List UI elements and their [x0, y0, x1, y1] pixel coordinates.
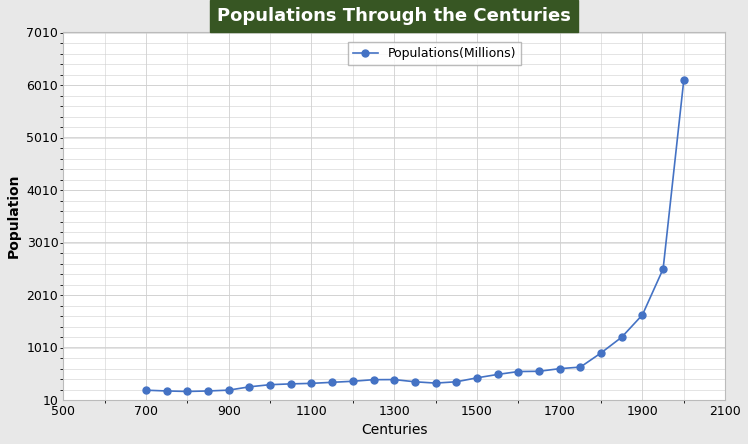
- Legend: Populations(Millions): Populations(Millions): [348, 42, 521, 65]
- Populations(Millions): [411, 379, 420, 385]
- Populations(Millions): [493, 372, 502, 377]
- Populations(Millions): [431, 381, 440, 386]
- Populations(Millions): [535, 369, 544, 374]
- Populations(Millions): [617, 334, 626, 340]
- Populations(Millions): [514, 369, 523, 374]
- Populations(Millions): [266, 382, 275, 387]
- Populations(Millions): [307, 381, 316, 386]
- Populations(Millions): [390, 377, 399, 382]
- Populations(Millions): [555, 366, 564, 371]
- X-axis label: Centuries: Centuries: [361, 423, 427, 437]
- Populations(Millions): [679, 77, 688, 83]
- Title: Populations Through the Centuries: Populations Through the Centuries: [217, 7, 571, 25]
- Populations(Millions): [452, 379, 461, 385]
- Populations(Millions): [659, 266, 668, 272]
- Populations(Millions): [638, 312, 647, 317]
- Populations(Millions): [597, 350, 606, 356]
- Populations(Millions): [224, 388, 233, 393]
- Populations(Millions): [576, 365, 585, 370]
- Populations(Millions): [328, 380, 337, 385]
- Populations(Millions): [286, 381, 295, 387]
- Populations(Millions): [203, 388, 212, 394]
- Line: Populations(Millions): Populations(Millions): [143, 76, 687, 395]
- Populations(Millions): [349, 379, 358, 384]
- Y-axis label: Population: Population: [7, 174, 21, 258]
- Populations(Millions): [369, 377, 378, 382]
- Populations(Millions): [162, 388, 171, 394]
- Populations(Millions): [141, 388, 150, 393]
- Populations(Millions): [245, 384, 254, 389]
- Populations(Millions): [473, 375, 482, 381]
- Populations(Millions): [183, 389, 191, 394]
